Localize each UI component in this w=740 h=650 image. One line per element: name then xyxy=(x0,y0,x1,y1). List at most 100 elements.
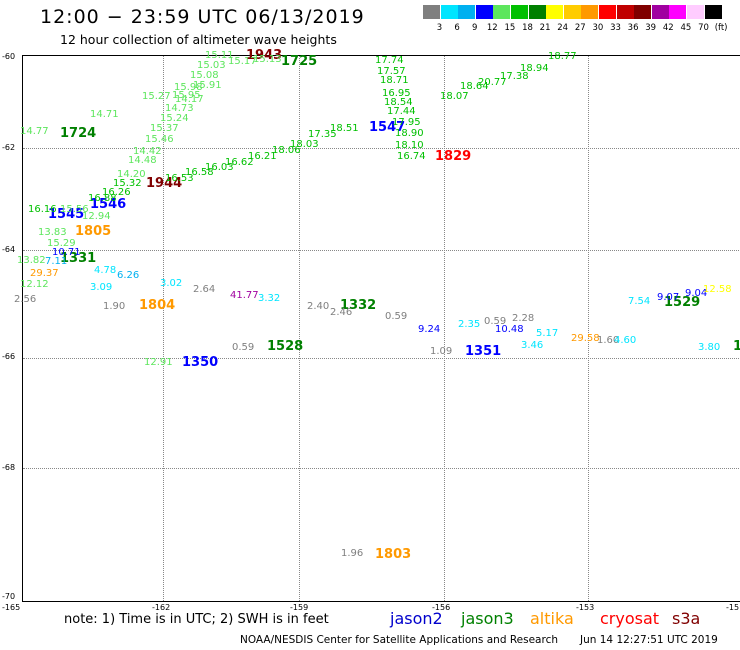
swh-value-label: 6.26 xyxy=(117,270,140,281)
time-label: 1943 xyxy=(246,48,283,63)
legend-s3a: s3a xyxy=(672,609,701,628)
swh-value-label: 12.12 xyxy=(20,279,49,290)
swh-value-label: 7.54 xyxy=(628,296,651,307)
swh-value-label: 14.77 xyxy=(20,126,49,137)
time-label: 1331 xyxy=(60,251,97,266)
swh-value-label: 16.26 xyxy=(102,187,131,198)
colorbar-label: 45 xyxy=(680,23,692,33)
colorbar-label: 30 xyxy=(592,23,604,33)
swh-value-label: 17.38 xyxy=(500,71,529,82)
swh-value-label: 14.73 xyxy=(165,103,194,114)
swh-value-label: 13.82 xyxy=(17,255,46,266)
swh-value-label: 3.46 xyxy=(521,340,544,351)
swh-value-label: 3.32 xyxy=(258,293,281,304)
colorbar-label: 24 xyxy=(557,23,569,33)
colorbar-swatch xyxy=(511,5,528,19)
time-label: 1 xyxy=(733,339,740,354)
lat-tick-label: -62 xyxy=(2,143,16,152)
swh-value-label: 18.51 xyxy=(330,123,359,134)
swh-value-label: 16.88 xyxy=(88,193,117,204)
colorbar-swatch xyxy=(563,5,581,19)
colorbar-label: 6 xyxy=(454,23,460,33)
swh-value-label: 29.37 xyxy=(30,268,59,279)
swh-value-label: 17.57 xyxy=(377,66,406,77)
swh-value-label: 15.46 xyxy=(145,134,174,145)
colorbar-label: 18 xyxy=(522,23,533,33)
lat-tick-label: -70 xyxy=(2,592,16,601)
swh-value-label: 16.58 xyxy=(185,167,214,178)
swh-value-label: 18.94 xyxy=(520,63,549,74)
colorbar-label: 3 xyxy=(436,23,443,33)
colorbar-label: (ft) xyxy=(714,23,728,33)
colorbar-swatch xyxy=(458,5,476,19)
colorbar-label: 9 xyxy=(471,23,478,33)
swh-value-label: 15.37 xyxy=(150,123,179,134)
swh-value-label: 1.90 xyxy=(103,301,126,312)
time-label: 1724 xyxy=(60,126,97,141)
swh-value-label: 16.62 xyxy=(225,157,254,168)
time-label: 1805 xyxy=(75,224,112,239)
colorbar-swatch xyxy=(528,5,546,19)
swh-value-label: 0.59 xyxy=(385,311,408,322)
swh-value-label: 15.13 xyxy=(253,54,282,65)
swh-value-label: 15.11 xyxy=(205,50,234,61)
swh-value-label: 2.64 xyxy=(193,284,216,295)
swh-value-label: 2.56 xyxy=(14,294,37,305)
swh-value-label: 15.91 xyxy=(193,80,222,91)
swh-value-label: 15.08 xyxy=(190,70,219,81)
colorbar-swatch xyxy=(581,5,599,19)
swh-value-label: 3.02 xyxy=(160,278,183,289)
swh-value-label: 3.09 xyxy=(90,282,113,293)
legend-jason2: jason2 xyxy=(390,609,443,628)
swh-value-label: 15.95 xyxy=(172,90,201,101)
lon-tick-label: -162 xyxy=(152,603,171,612)
swh-value-label: 18.90 xyxy=(395,128,424,139)
colorbar-swatch xyxy=(616,5,634,19)
time-label: 1944 xyxy=(146,176,183,191)
time-label: 1332 xyxy=(340,298,377,313)
colorbar-label: 33 xyxy=(610,23,621,33)
swh-value-label: 18.06 xyxy=(272,145,301,156)
swh-value-label: 1.09 xyxy=(430,346,453,357)
time-label: 1350 xyxy=(182,355,219,370)
colorbar-label: 12 xyxy=(486,23,498,33)
lon-gridline xyxy=(588,56,589,601)
swh-value-label: 12.94 xyxy=(82,211,111,222)
swh-value-label: 14.42 xyxy=(133,146,162,157)
swh-value-label: 16.16 xyxy=(28,204,57,215)
time-label: 1803 xyxy=(375,547,412,562)
lat-tick-label: -64 xyxy=(2,245,16,254)
swh-value-label: 12.91 xyxy=(144,357,173,368)
colorbar-swatch xyxy=(423,5,440,19)
lat-gridline xyxy=(23,148,740,149)
swh-value-label: 2.40 xyxy=(307,301,330,312)
generated-timestamp: Jun 14 12:27:51 UTC 2019 xyxy=(580,634,718,646)
time-label: 1529 xyxy=(664,295,701,310)
swh-value-label: 16.95 xyxy=(382,88,411,99)
swh-value-label: 18.71 xyxy=(380,75,409,86)
swh-value-label: 41.77 xyxy=(230,290,259,301)
swh-value-label: 18.03 xyxy=(290,139,319,150)
swh-value-label: 17.95 xyxy=(392,117,421,128)
swh-value-label: 16.74 xyxy=(397,151,426,162)
swh-value-label: 29.58 xyxy=(571,333,600,344)
swh-value-label: 4.78 xyxy=(94,265,117,276)
lat-tick-label: -60 xyxy=(2,52,16,61)
swh-value-label: 14.17 xyxy=(175,94,204,105)
lon-tick-label: -159 xyxy=(290,603,309,612)
swh-value-label: 15.56 xyxy=(60,204,89,215)
swh-value-label: 2.28 xyxy=(512,313,535,324)
swh-value-label: 15.24 xyxy=(160,113,189,124)
swh-value-label: 10.71 xyxy=(52,247,81,258)
colorbar-swatch xyxy=(440,5,458,19)
time-label: 1725 xyxy=(281,54,318,69)
colorbar-swatch xyxy=(599,5,616,19)
swh-value-label: 18.64 xyxy=(460,81,489,92)
credit-line: NOAA/NESDIS Center for Satellite Applica… xyxy=(240,634,558,646)
colorbar-swatch xyxy=(704,5,722,19)
swh-value-label: 18.54 xyxy=(384,97,413,108)
colorbar-label: 36 xyxy=(627,23,639,33)
time-label: 1546 xyxy=(90,197,127,212)
swh-value-label: 0.59 xyxy=(484,316,507,327)
colorbar-label: 42 xyxy=(662,23,674,33)
